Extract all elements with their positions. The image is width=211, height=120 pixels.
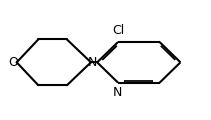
- Text: O: O: [8, 56, 18, 69]
- Text: Cl: Cl: [112, 24, 124, 37]
- Text: N: N: [112, 86, 122, 99]
- Text: N: N: [87, 56, 97, 69]
